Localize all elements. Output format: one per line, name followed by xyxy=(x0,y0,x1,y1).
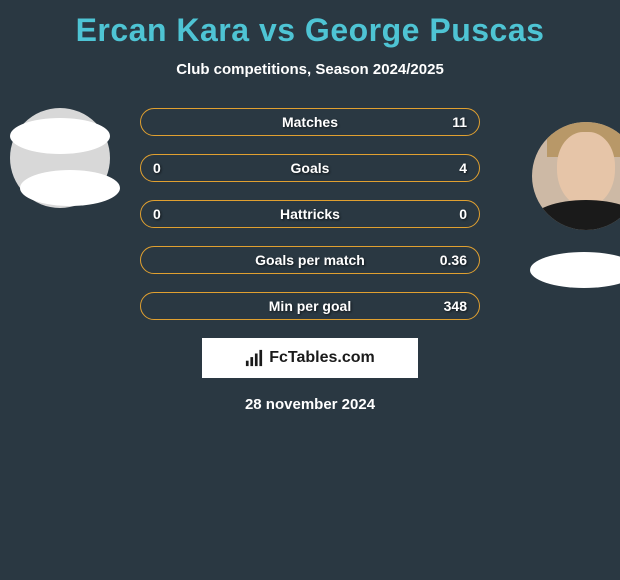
comparison-subtitle: Club competitions, Season 2024/2025 xyxy=(0,61,620,78)
stat-right-value: 348 xyxy=(437,298,467,314)
stat-left-value: 0 xyxy=(153,160,183,176)
stat-row-hattricks: 0 Hattricks 0 xyxy=(140,200,480,228)
stat-right-value: 0.36 xyxy=(437,252,467,268)
stat-right-value: 11 xyxy=(437,114,467,130)
stat-label: Goals per match xyxy=(183,252,437,268)
stats-table: Matches 11 0 Goals 4 0 Hattricks 0 Goals… xyxy=(140,108,480,320)
stat-right-value: 4 xyxy=(437,160,467,176)
stat-row-min-per-goal: Min per goal 348 xyxy=(140,292,480,320)
stat-row-matches: Matches 11 xyxy=(140,108,480,136)
player-right-avatar xyxy=(532,122,620,230)
stat-row-goals: 0 Goals 4 xyxy=(140,154,480,182)
stat-label: Goals xyxy=(183,160,437,176)
stat-label: Matches xyxy=(183,114,437,130)
stat-label: Hattricks xyxy=(183,206,437,222)
comparison-date: 28 november 2024 xyxy=(0,396,620,413)
player-left-shadow xyxy=(20,170,120,206)
comparison-title: Ercan Kara vs George Puscas xyxy=(0,0,620,49)
bar-chart-icon xyxy=(245,349,263,367)
logo-box[interactable]: FcTables.com xyxy=(202,338,418,378)
logo-text: FcTables.com xyxy=(269,349,375,367)
stat-label: Min per goal xyxy=(183,298,437,314)
player-right-shadow xyxy=(530,252,620,288)
stat-left-value: 0 xyxy=(153,206,183,222)
stat-row-goals-per-match: Goals per match 0.36 xyxy=(140,246,480,274)
stat-right-value: 0 xyxy=(437,206,467,222)
